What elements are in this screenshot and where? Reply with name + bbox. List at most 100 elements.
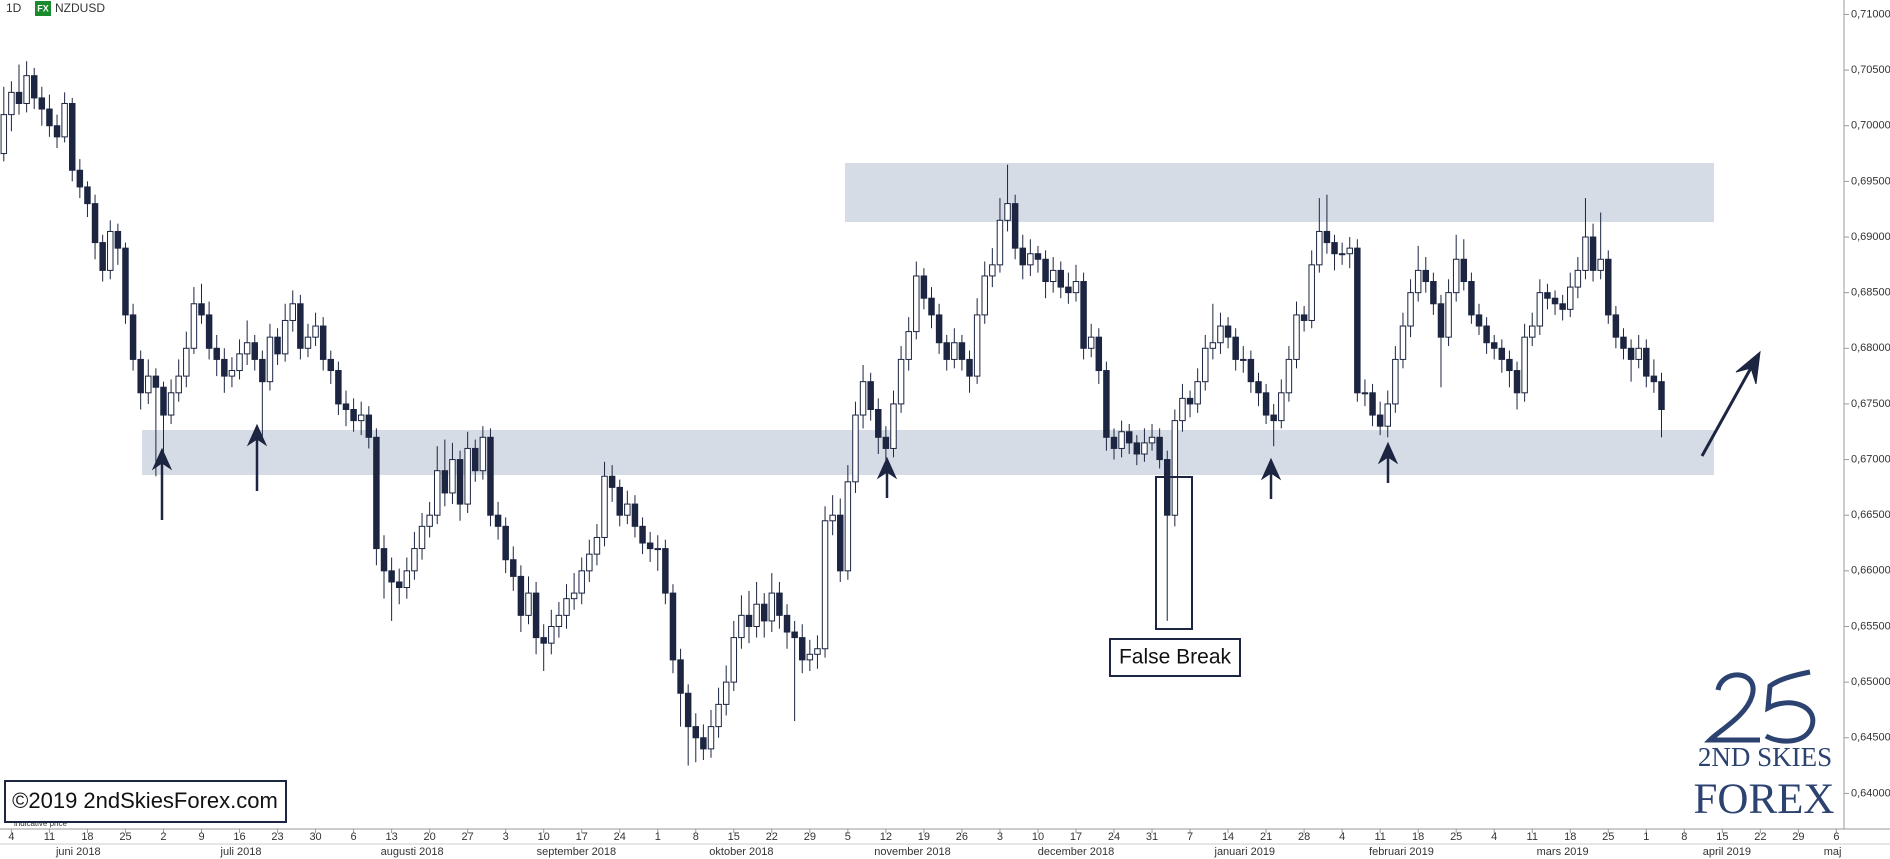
candle-body — [722, 681, 730, 705]
candle-body — [1521, 336, 1528, 394]
candle-body — [1490, 342, 1498, 349]
candle-body — [1042, 258, 1049, 283]
x-tick-label: 25 — [1602, 831, 1614, 843]
candle-body — [829, 514, 836, 522]
candle-body — [1597, 258, 1604, 271]
candle-body — [15, 91, 23, 104]
candle-body — [1650, 375, 1658, 383]
candle-body — [373, 436, 380, 550]
x-tick-label: 17 — [576, 831, 588, 843]
candle-body — [183, 347, 190, 377]
x-tick-label: 4 — [1339, 831, 1345, 843]
candle-body — [913, 275, 920, 333]
annotation-box — [1109, 638, 1241, 677]
candle-body — [837, 514, 844, 572]
x-tick-label: 8 — [693, 831, 699, 843]
candle-body — [441, 470, 449, 494]
candle-body — [1224, 325, 1232, 338]
candle-body — [205, 314, 213, 349]
candle-body — [8, 91, 15, 116]
candle-body — [1293, 314, 1300, 360]
candle-body — [1361, 392, 1369, 395]
support-zone — [142, 430, 1714, 475]
month-label: september 2018 — [537, 846, 617, 858]
x-tick-label: 24 — [614, 831, 626, 843]
candle-body — [1270, 414, 1277, 422]
candle-body — [1407, 292, 1414, 327]
candle-body — [312, 325, 319, 338]
trend-arrow-head — [1735, 350, 1761, 385]
candle-body — [738, 614, 745, 639]
annotation: False Break — [1119, 646, 1232, 669]
candle-body — [449, 459, 456, 494]
candle-body — [1080, 281, 1087, 349]
candle-body — [783, 614, 791, 633]
candle-body — [844, 481, 852, 572]
candle-body — [1011, 203, 1019, 249]
candle-body — [798, 637, 806, 661]
candle-body — [639, 525, 646, 544]
candle-body — [1369, 392, 1376, 416]
candle-body — [1612, 314, 1620, 338]
candle-body — [1574, 269, 1582, 288]
candle-body — [69, 102, 76, 171]
candle-body — [1027, 253, 1034, 266]
x-tick-label: 1 — [655, 831, 661, 843]
badge-bg — [35, 1, 51, 16]
logo-mark — [1703, 669, 1816, 744]
candle-body — [1437, 303, 1445, 338]
x-tick-label: 25 — [1450, 831, 1462, 843]
candle-body — [1468, 281, 1475, 316]
candle-body — [433, 470, 441, 516]
candle-body — [1346, 247, 1353, 255]
candle-body — [122, 247, 129, 316]
candle-body — [335, 370, 342, 405]
x-tick-label: 11 — [44, 831, 55, 843]
month-label: juni 2018 — [55, 846, 101, 858]
candle-body — [1156, 436, 1163, 461]
x-tick-label: 17 — [1070, 831, 1082, 843]
candle-body — [494, 514, 502, 527]
candle-body — [380, 548, 388, 572]
x-tick-label: 22 — [1754, 831, 1766, 843]
candle-body — [540, 637, 547, 644]
x-tick-label: 10 — [1032, 831, 1044, 843]
x-tick-label: 4 — [1491, 831, 1497, 843]
candle-body — [821, 520, 829, 650]
candle-body — [920, 275, 928, 299]
candle-body — [1338, 253, 1346, 256]
x-tick-label: 18 — [1564, 831, 1576, 843]
x-tick-label: 29 — [1792, 831, 1804, 843]
x-tick-label: 22 — [766, 831, 778, 843]
candle-body — [107, 230, 114, 271]
candle-body — [456, 459, 464, 505]
x-tick-label: 9 — [198, 831, 204, 843]
candle-body — [30, 75, 38, 99]
candle-body — [981, 275, 988, 316]
candle-body — [243, 342, 251, 355]
y-tick-label: 0,64500 — [1851, 732, 1890, 744]
candle-body — [1551, 297, 1559, 305]
candle-body — [989, 264, 996, 277]
x-tick-label: 6 — [1833, 831, 1839, 843]
candle-body — [867, 381, 874, 410]
x-tick-label: 11 — [1527, 831, 1538, 843]
y-tick-label: 0,65500 — [1851, 620, 1890, 632]
arrow — [876, 456, 898, 498]
candle-body — [236, 353, 243, 372]
candle-body — [76, 169, 84, 188]
candle-body — [160, 386, 167, 416]
y-tick-label: 0,70000 — [1851, 120, 1890, 132]
x-tick-label: 15 — [1716, 831, 1728, 843]
candle-body — [890, 403, 897, 449]
candle-body — [1620, 336, 1627, 349]
x-tick-label: 12 — [880, 831, 892, 843]
candle-body — [951, 342, 958, 360]
x-tick-label: 25 — [119, 831, 131, 843]
candle-body — [213, 347, 220, 360]
candle-body — [198, 303, 205, 316]
x-tick-label: 24 — [1108, 831, 1120, 843]
candle-body — [814, 648, 821, 655]
candle-body — [1627, 347, 1635, 360]
